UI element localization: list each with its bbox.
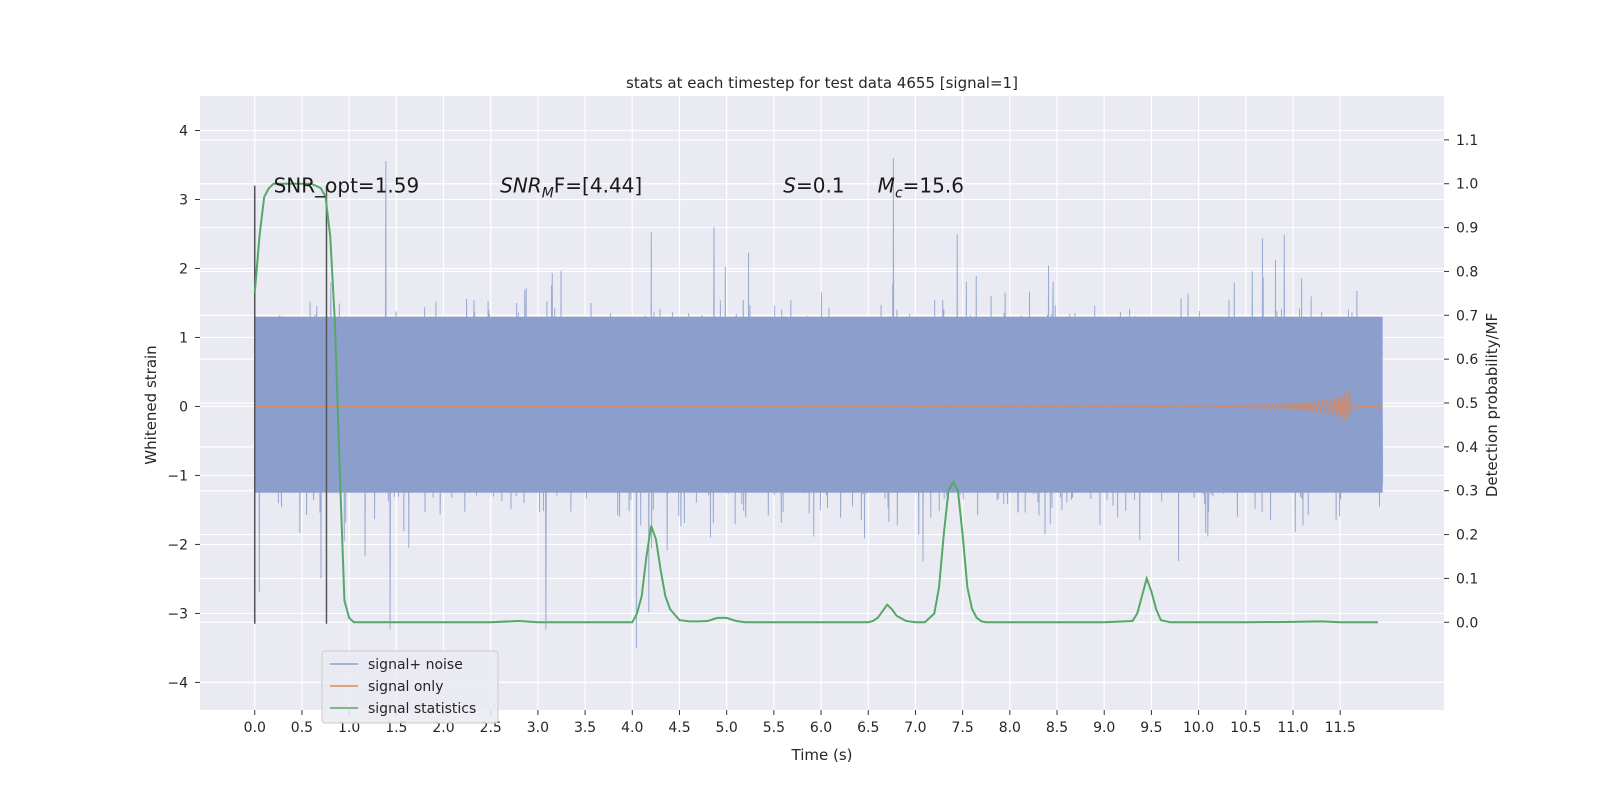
annotation-mc: Mc=15.6	[878, 174, 964, 202]
signal-noise-band	[254, 316, 1383, 493]
legend-label-signal-statistics: signal statistics	[368, 701, 476, 717]
legend-label-signal-only: signal only	[368, 679, 443, 695]
signal-statistics-line	[253, 182, 1378, 624]
y-right-tick-label: 1.0	[1456, 177, 1478, 193]
x-tick-label: 4.5	[668, 720, 690, 736]
legend-box	[321, 650, 499, 724]
x-tick-label: 6.5	[857, 720, 879, 736]
chart-title: stats at each timestep for test data 465…	[626, 74, 1018, 92]
x-tick-label: 11.5	[1325, 720, 1356, 736]
x-tick-label: 6.0	[810, 720, 832, 736]
x-tick-label: 3.0	[527, 720, 549, 736]
y-right-tick-label: 0.0	[1456, 615, 1478, 631]
x-tick-label: 9.0	[1093, 720, 1115, 736]
annotation-s: S=0.1	[783, 174, 844, 198]
x-tick-label: 8.5	[1046, 720, 1068, 736]
y-right-tick-label: 0.7	[1456, 308, 1478, 324]
y-right-tick-label: 0.2	[1456, 528, 1478, 544]
x-tick-label: 2.0	[432, 720, 454, 736]
x-tick-label: 3.5	[574, 720, 596, 736]
annotation-mc-subscript: c	[895, 186, 903, 202]
annotation-snr-mf-symbol: SNR	[500, 174, 542, 198]
y-left-tick-label: 0	[179, 399, 188, 415]
y-left-tick-label: 1	[179, 330, 188, 346]
series-signal-only	[254, 390, 1383, 423]
legend: signal+ noise signal only signal statist…	[321, 650, 499, 724]
series-signal-statistics	[253, 182, 1378, 624]
signal-only-line	[254, 390, 1383, 423]
y-right-tick-label: 0.4	[1456, 440, 1478, 456]
annotation-s-value: =0.1	[796, 174, 845, 198]
vertical-markers	[253, 185, 328, 624]
y-left-tick-label: −4	[167, 675, 188, 691]
annotations: SNR_opt=1.59 SNRMF=[4.44] S=0.1 Mc=15.6	[274, 174, 964, 202]
x-tick-label: 0.0	[244, 720, 266, 736]
y-axis-right-label: Detection probability/MF	[1483, 313, 1501, 497]
x-tick-label: 4.0	[621, 720, 643, 736]
y-right-tick-label: 0.9	[1456, 221, 1478, 237]
x-tick-label: 1.0	[338, 720, 360, 736]
y-left-tick-label: 4	[179, 123, 188, 139]
x-tick-label: 7.5	[952, 720, 974, 736]
x-tick-label: 1.5	[385, 720, 407, 736]
y-left-tick-label: −2	[167, 537, 188, 553]
y-right-tick-label: 0.8	[1456, 264, 1478, 280]
annotation-mc-value: =15.6	[903, 174, 964, 198]
y-right-tick-label: 0.6	[1456, 352, 1478, 368]
x-tick-label: 0.5	[291, 720, 313, 736]
annotation-snr-mf-subscript: M	[542, 186, 554, 202]
x-tick-label: 9.5	[1140, 720, 1162, 736]
x-tick-label: 11.0	[1277, 720, 1308, 736]
y-right-tick-label: 0.1	[1456, 571, 1478, 587]
legend-label-signal-noise: signal+ noise	[368, 657, 463, 673]
x-tick-label: 5.0	[716, 720, 738, 736]
annotation-snr-mf-value: F=[4.44]	[554, 174, 642, 198]
annotation-s-symbol: S	[783, 174, 796, 198]
y-right-tick-label: 0.5	[1456, 396, 1478, 412]
y-left-tick-label: 2	[179, 261, 188, 277]
axis-ticks: 0.0 0.5 1.0 1.5 2.0 2.5 3.0 3.5 4.0 4.5 5.0 5.5 6.0 6…	[167, 123, 1478, 736]
x-tick-label: 7.0	[904, 720, 926, 736]
x-tick-label: 2.5	[480, 720, 502, 736]
y-axis-left-label: Whitened strain	[142, 345, 160, 464]
annotation-mc-symbol: M	[878, 174, 895, 198]
y-left-tick-label: 3	[179, 192, 188, 208]
annotation-snr-mf: SNRMF=[4.44]	[500, 174, 642, 202]
series-signal-noise	[254, 158, 1384, 648]
y-right-tick-label: 0.3	[1456, 484, 1478, 500]
y-left-tick-label: −1	[167, 468, 188, 484]
y-right-tick-label: 1.1	[1456, 133, 1478, 149]
y-left-tick-label: −3	[167, 606, 188, 622]
x-tick-label: 10.5	[1230, 720, 1261, 736]
annotation-snr-opt: SNR_opt=1.59	[274, 174, 420, 198]
x-axis-label: Time (s)	[791, 746, 853, 764]
x-tick-label: 5.5	[763, 720, 785, 736]
x-tick-label: 10.0	[1183, 720, 1214, 736]
x-tick-label: 8.0	[999, 720, 1021, 736]
